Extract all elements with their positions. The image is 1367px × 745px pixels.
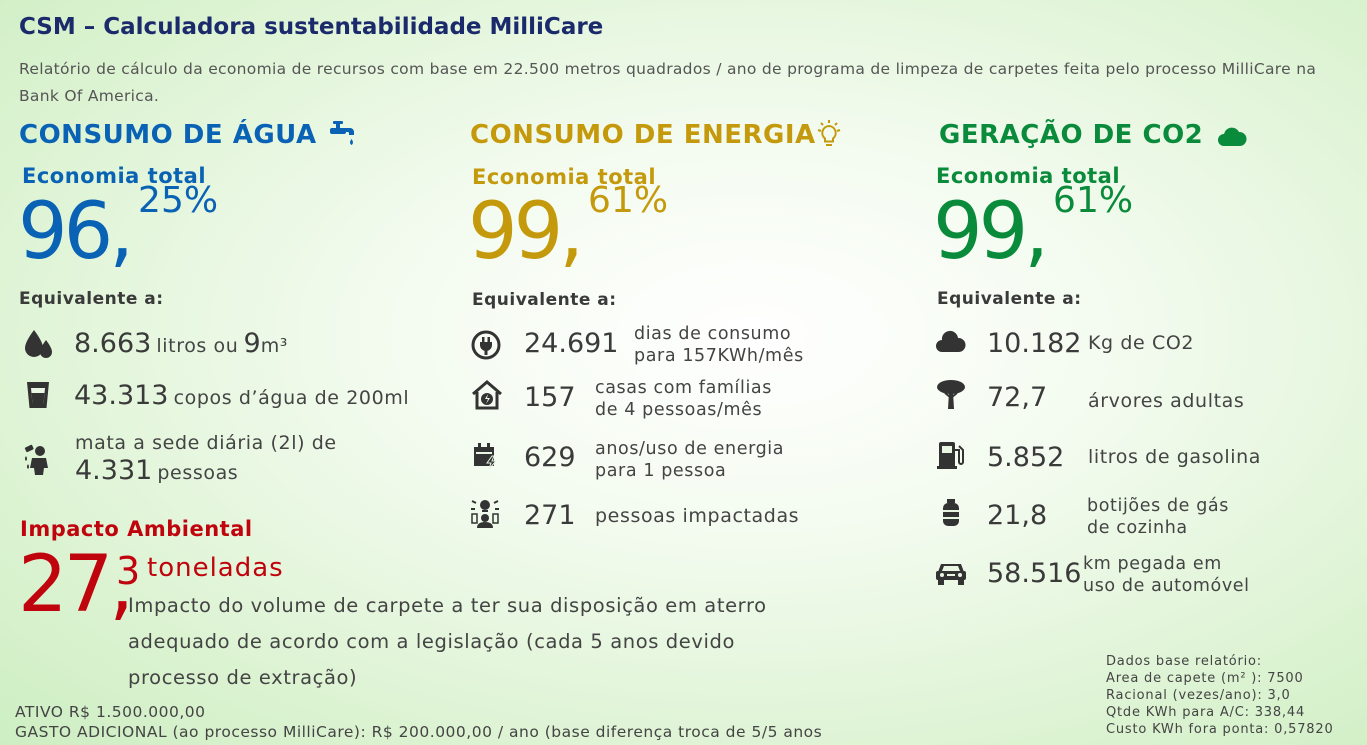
base-data-cost: Custo KWh fora ponta: 0,57820 bbox=[1106, 722, 1334, 737]
impact-desc-line2: adequado de acordo com a legislação (cad… bbox=[128, 630, 736, 653]
water-thirst-text: mata a sede diária (2l) de bbox=[75, 432, 337, 454]
co2-equiv-label: Equivalente a: bbox=[937, 289, 1082, 309]
water-heading: CONSUMO DE ÁGUA bbox=[19, 120, 360, 150]
impact-value-int: 27, bbox=[18, 540, 134, 630]
co2-economy-label: Economia total bbox=[936, 164, 1121, 188]
energy-economy-label: Economia total bbox=[472, 165, 657, 189]
cloud-icon bbox=[936, 330, 966, 352]
co2-cloud-icon bbox=[1217, 127, 1247, 146]
water-item-glasses: 43.313 copos d’água de 200ml bbox=[74, 380, 409, 411]
faucet-icon bbox=[330, 121, 355, 145]
page-subtitle: Relatório de cálculo da economia de recu… bbox=[19, 60, 1317, 105]
energy-heading-label: CONSUMO DE ENERGIA bbox=[470, 120, 816, 150]
impact-heading: Impacto Ambiental bbox=[20, 517, 253, 541]
energy-houses-text: casas com famílias de 4 pessoas/mês bbox=[595, 377, 772, 421]
impact-desc-line3: processo de extração) bbox=[128, 666, 358, 689]
tree-icon bbox=[937, 380, 965, 409]
water-economy-label: Economia total bbox=[22, 164, 207, 188]
co2-car-text: km pegada em uso de automóvel bbox=[1083, 553, 1250, 597]
water-glasses-value: 43.313 bbox=[74, 380, 169, 411]
fuel-pump-icon bbox=[937, 442, 964, 469]
footer-ativo: ATIVO R$ 1.500.000,00 bbox=[15, 703, 206, 721]
water-liters-value: 8.663 bbox=[74, 328, 152, 359]
water-value-dec: 25% bbox=[138, 180, 219, 221]
gas-cylinder-icon bbox=[943, 499, 959, 526]
energy-years-text: anos/uso de energia para 1 pessoa bbox=[595, 438, 784, 482]
co2-car-value: 58.516 bbox=[987, 558, 1082, 589]
water-m3-value: 9 bbox=[243, 328, 261, 359]
water-item-people: 4.331 pessoas bbox=[75, 455, 238, 486]
calendar-energy-icon bbox=[474, 443, 498, 470]
water-m3-unit: m³ bbox=[260, 335, 289, 357]
water-item-liters: 8.663 litros ou 9m³ bbox=[74, 328, 288, 359]
drops-icon bbox=[25, 330, 52, 358]
water-heading-label: CONSUMO DE ÁGUA bbox=[19, 120, 317, 150]
water-glasses-text: copos d’água de 200ml bbox=[173, 387, 410, 409]
base-data-rational: Racional (vezes/ano): 3,0 bbox=[1106, 688, 1291, 703]
water-economy-value: 96, 25% bbox=[18, 183, 218, 272]
water-people-text: pessoas bbox=[157, 462, 239, 484]
water-liters-text: litros ou bbox=[156, 335, 239, 357]
co2-gasoline-text: litros de gasolina bbox=[1088, 446, 1262, 468]
co2-kg-icon bbox=[935, 330, 967, 354]
co2-trees-value: 72,7 bbox=[987, 382, 1048, 413]
energy-value-int: 99, bbox=[468, 187, 584, 277]
water-equiv-label: Equivalente a: bbox=[19, 289, 164, 309]
energy-houses-value: 157 bbox=[524, 382, 576, 413]
energy-value-dec: 61% bbox=[588, 180, 669, 221]
lightbulb-icon bbox=[817, 120, 840, 146]
energy-houses-line1: casas com famílias bbox=[595, 378, 772, 398]
co2-car-line1: km pegada em bbox=[1083, 554, 1222, 574]
plug-icon bbox=[471, 330, 501, 360]
car-icon bbox=[936, 564, 966, 585]
energy-people-text: pessoas impactadas bbox=[595, 505, 800, 527]
energy-years-line2: para 1 pessoa bbox=[595, 461, 727, 481]
page-title: CSM – Calculadora sustentabilidade Milli… bbox=[19, 14, 604, 40]
base-data: Dados base relatório: Area de capete (m²… bbox=[1106, 653, 1334, 738]
co2-value-dec: 61% bbox=[1053, 180, 1134, 221]
co2-value-int: 99, bbox=[933, 187, 1049, 277]
co2-kg-value: 10.182 bbox=[987, 328, 1082, 359]
person-drinking-icon bbox=[24, 444, 48, 475]
co2-heading-label: GERAÇÃO DE CO2 bbox=[939, 120, 1204, 150]
impact-unit: toneladas bbox=[147, 553, 284, 583]
co2-heading: GERAÇÃO DE CO2 bbox=[939, 120, 1247, 150]
impact-value-dec: 3 bbox=[116, 549, 141, 593]
impact-desc-line1: Impacto do volume de carpete a ter sua d… bbox=[128, 594, 767, 617]
co2-gas-line1: botijões de gás bbox=[1087, 496, 1229, 516]
energy-years-value: 629 bbox=[524, 442, 576, 473]
energy-heading: CONSUMO DE ENERGIA bbox=[470, 120, 842, 150]
energy-days-line1: dias de consumo bbox=[634, 324, 792, 344]
footer-gasto: GASTO ADICIONAL (ao processo MilliCare):… bbox=[15, 723, 823, 741]
person-idea-icon bbox=[471, 500, 499, 528]
energy-economy-value: 99, 61% bbox=[468, 183, 668, 272]
co2-trees-text: árvores adultas bbox=[1088, 390, 1245, 412]
glass-icon bbox=[27, 382, 49, 408]
co2-economy-value: 99, 61% bbox=[933, 183, 1133, 272]
energy-years-line1: anos/uso de energia bbox=[595, 439, 785, 459]
co2-kg-text: Kg de CO2 bbox=[1088, 332, 1195, 354]
house-energy-icon bbox=[472, 380, 502, 410]
water-people-value: 4.331 bbox=[75, 455, 153, 486]
base-data-title: Dados base relatório: bbox=[1106, 654, 1262, 669]
energy-equiv-label: Equivalente a: bbox=[472, 290, 617, 310]
co2-gas-line2: de cozinha bbox=[1087, 518, 1188, 538]
energy-houses-line2: de 4 pessoas/mês bbox=[595, 400, 763, 420]
co2-car-line2: uso de automóvel bbox=[1083, 576, 1250, 596]
base-data-kwh: Qtde KWh para A/C: 338,44 bbox=[1106, 705, 1306, 720]
co2-gasoline-value: 5.852 bbox=[987, 442, 1065, 473]
energy-people-value: 271 bbox=[524, 500, 576, 531]
energy-days-value: 24.691 bbox=[524, 328, 619, 359]
water-value-int: 96, bbox=[18, 187, 134, 277]
base-data-area: Area de capete (m² ): 7500 bbox=[1106, 671, 1304, 686]
energy-days-line2: para 157KWh/mês bbox=[634, 346, 804, 366]
co2-gas-text: botijões de gás de cozinha bbox=[1087, 495, 1229, 539]
energy-days-text: dias de consumo para 157KWh/mês bbox=[634, 323, 804, 367]
co2-gas-value: 21,8 bbox=[987, 500, 1048, 531]
